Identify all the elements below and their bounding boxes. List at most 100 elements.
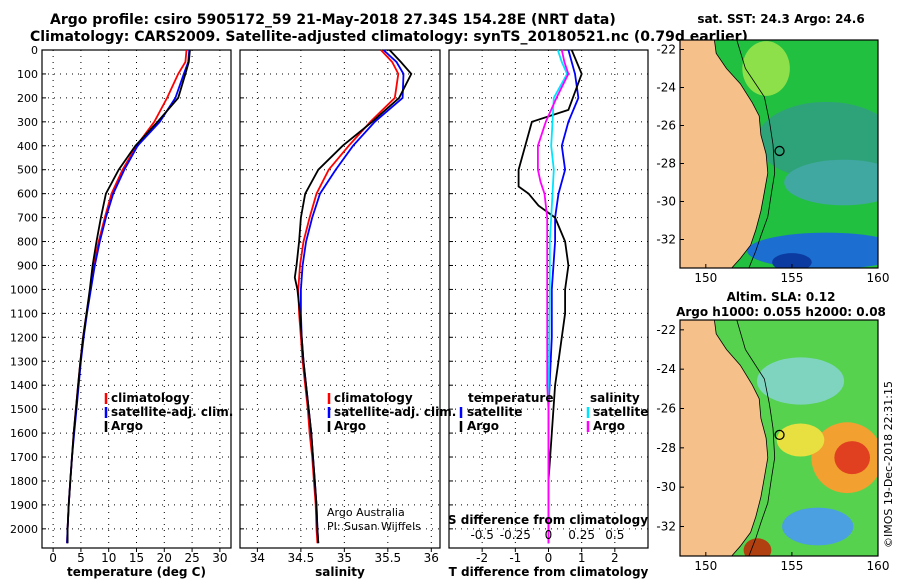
series-line-satellite-adj-clim- bbox=[66, 49, 191, 544]
credit-line-1: Argo Australia bbox=[327, 506, 405, 519]
sla-high-patch bbox=[776, 423, 825, 457]
sst-cool-patch bbox=[784, 159, 878, 206]
lon-tick-label: 155 bbox=[780, 559, 803, 573]
series-line-argo bbox=[293, 49, 413, 544]
series-line-argo bbox=[66, 49, 191, 544]
x-tick-label: 1 bbox=[578, 551, 586, 565]
lat-tick-label: -26 bbox=[656, 119, 676, 133]
diff-s-axis-label: S difference from climatology bbox=[448, 513, 648, 527]
y-tick-label: 700 bbox=[17, 212, 38, 225]
lat-tick-label: -24 bbox=[656, 362, 676, 376]
diff-s-tick-label: -0.5 bbox=[470, 528, 493, 542]
y-tick-label: 0 bbox=[31, 44, 38, 57]
x-axis-label: temperature (deg C) bbox=[67, 565, 206, 579]
panel-0 bbox=[41, 49, 232, 552]
sst-map-frame bbox=[679, 39, 879, 269]
x-tick-label: 0 bbox=[545, 551, 553, 565]
series-line-t-satellite bbox=[547, 49, 580, 544]
x-tick-label: 10 bbox=[101, 551, 116, 565]
x-tick-label: -1 bbox=[509, 551, 521, 565]
lat-tick-label: -22 bbox=[656, 323, 676, 337]
sla-map bbox=[679, 319, 879, 557]
sst-cold-patch bbox=[772, 253, 812, 268]
lat-tick-label: -28 bbox=[656, 441, 676, 455]
lat-tick-label: -26 bbox=[656, 402, 676, 416]
x-tick-label: 20 bbox=[157, 551, 172, 565]
lon-tick-label: 150 bbox=[694, 271, 717, 285]
x-tick-label: 36 bbox=[424, 551, 439, 565]
x-tick-label: 34 bbox=[250, 551, 265, 565]
sla-high-patch bbox=[743, 538, 772, 556]
x-tick-label: 0 bbox=[49, 551, 57, 565]
temp-legend-label: Argo bbox=[111, 419, 143, 433]
lat-tick-label: -28 bbox=[656, 157, 676, 171]
y-tick-label: 1600 bbox=[10, 427, 38, 440]
diff-legend-right-label: Argo bbox=[593, 419, 625, 433]
diff-s-tick-label: 0.25 bbox=[568, 528, 595, 542]
y-tick-label: 1500 bbox=[10, 403, 38, 416]
series-line-s-satellite bbox=[547, 49, 569, 544]
y-tick-label: 1000 bbox=[10, 283, 38, 296]
diff-legend-left-title: temperature bbox=[468, 391, 553, 405]
isobath-line bbox=[736, 40, 776, 268]
header-line-2: Climatology: CARS2009. Satellite-adjuste… bbox=[30, 29, 748, 45]
series-line-s-argo bbox=[537, 49, 570, 544]
isobath-line bbox=[736, 320, 776, 556]
x-tick-label: 15 bbox=[129, 551, 144, 565]
x-tick-label: 35 bbox=[337, 551, 352, 565]
temp-legend-label: satellite-adj. clim. bbox=[111, 405, 233, 419]
y-tick-label: 1800 bbox=[10, 475, 38, 488]
sla-low-patch bbox=[782, 507, 854, 546]
y-tick-label: 2000 bbox=[10, 523, 38, 536]
lon-tick-label: 160 bbox=[867, 271, 890, 285]
diff-s-tick-label: 0 bbox=[545, 528, 553, 542]
sst-warm-patch bbox=[742, 41, 790, 96]
land-mass bbox=[680, 320, 769, 556]
y-tick-label: 1100 bbox=[10, 307, 38, 320]
lon-tick-label: 150 bbox=[694, 559, 717, 573]
x-tick-label: 25 bbox=[184, 551, 199, 565]
x-tick-label: 30 bbox=[212, 551, 227, 565]
sst-cold-patch bbox=[747, 232, 878, 268]
temp-legend-label: climatology bbox=[111, 391, 190, 405]
y-tick-label: 200 bbox=[17, 92, 38, 105]
y-tick-label: 100 bbox=[17, 68, 38, 81]
credit-line-2: PI: Susan Wijffels bbox=[327, 520, 421, 533]
y-tick-label: 1300 bbox=[10, 355, 38, 368]
y-tick-label: 900 bbox=[17, 259, 38, 272]
lat-tick-label: -32 bbox=[656, 520, 676, 534]
sal-legend-label: climatology bbox=[334, 391, 413, 405]
x-tick-label: 35.5 bbox=[374, 551, 401, 565]
diff-legend-left-label: satellite bbox=[467, 405, 522, 419]
lon-tick-label: 155 bbox=[780, 271, 803, 285]
argo-float-marker bbox=[774, 429, 785, 441]
panel-2 bbox=[448, 49, 649, 552]
land-mass bbox=[680, 40, 769, 268]
y-tick-label: 500 bbox=[17, 164, 38, 177]
sst-map-field bbox=[680, 40, 878, 268]
sla-high-patch bbox=[834, 441, 870, 475]
sla-map-title-1: Altim. SLA: 0.12 bbox=[726, 290, 836, 304]
y-tick-label: 1700 bbox=[10, 451, 38, 464]
y-tick-label: 400 bbox=[17, 140, 38, 153]
panel-1 bbox=[239, 49, 441, 552]
sst-map bbox=[679, 39, 879, 269]
lat-tick-label: -30 bbox=[656, 195, 676, 209]
y-tick-label: 800 bbox=[17, 236, 38, 249]
sal-legend-label: satellite-adj. clim. bbox=[334, 405, 456, 419]
lat-tick-label: -32 bbox=[656, 233, 676, 247]
diff-s-tick-label: 0.5 bbox=[605, 528, 624, 542]
x-tick-label: 34.5 bbox=[288, 551, 315, 565]
x-axis-label: salinity bbox=[315, 565, 365, 579]
y-tick-label: 1200 bbox=[10, 331, 38, 344]
y-tick-label: 600 bbox=[17, 188, 38, 201]
sal-legend-label: Argo bbox=[334, 419, 366, 433]
x-axis-label: T difference from climatology bbox=[449, 565, 649, 579]
sla-map-title-2: Argo h1000: 0.055 h2000: 0.08 bbox=[676, 305, 886, 319]
x-tick-label: 5 bbox=[77, 551, 85, 565]
diff-legend-right-title: salinity bbox=[590, 391, 640, 405]
lat-tick-label: -30 bbox=[656, 480, 676, 494]
lon-tick-label: 160 bbox=[867, 559, 890, 573]
x-tick-label: -2 bbox=[476, 551, 488, 565]
